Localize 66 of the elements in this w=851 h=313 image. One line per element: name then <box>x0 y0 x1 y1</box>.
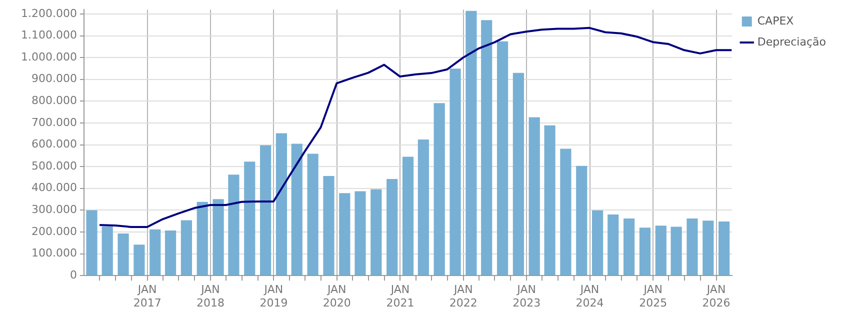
y-tick-label: 600.000 <box>31 138 77 151</box>
bar <box>544 125 556 276</box>
bar <box>702 220 714 276</box>
bar <box>323 176 334 276</box>
bar <box>196 202 208 276</box>
bar <box>512 72 524 276</box>
y-tick-label: 200.000 <box>31 224 77 238</box>
bar <box>450 68 461 276</box>
x-tick-label: JAN 2026 <box>702 283 730 310</box>
bar <box>466 10 477 276</box>
x-tick-label: JAN 2021 <box>386 283 414 310</box>
bar <box>670 226 682 276</box>
x-tick-label: JAN 2023 <box>512 283 541 310</box>
bar <box>386 179 398 276</box>
bar <box>307 154 318 276</box>
bar <box>180 220 192 276</box>
bar <box>481 20 492 276</box>
x-tick-label: JAN 2024 <box>576 283 604 310</box>
bar <box>212 199 224 276</box>
y-tick-label: 700.000 <box>31 116 77 129</box>
bar <box>291 144 302 276</box>
y-tick-label: 1.100.000 <box>21 28 77 42</box>
x-tick-label: JAN 2020 <box>322 283 351 310</box>
legend-label: Depreciação <box>757 35 826 48</box>
bar <box>496 41 508 276</box>
y-tick-label: 100.000 <box>31 246 77 260</box>
bar <box>134 244 145 276</box>
bar <box>560 148 572 276</box>
y-tick-label: 500.000 <box>31 159 77 172</box>
bar <box>528 117 540 276</box>
bar <box>718 222 730 276</box>
legend-label: CAPEX <box>757 14 794 28</box>
x-tick-label: JAN 2019 <box>260 283 288 310</box>
bar <box>276 133 288 276</box>
y-tick-label: 1.000.000 <box>21 50 77 64</box>
bar <box>86 210 98 276</box>
y-tick-label: 400.000 <box>31 181 77 194</box>
bar <box>339 193 350 276</box>
y-tick-label: 300.000 <box>31 203 77 216</box>
bar <box>608 214 619 276</box>
bar <box>244 162 256 276</box>
bar <box>592 210 604 276</box>
y-tick-label: 900.000 <box>31 72 77 86</box>
bar <box>370 189 382 276</box>
bar <box>118 234 129 276</box>
bar <box>102 226 113 276</box>
bar <box>418 140 429 276</box>
y-tick-label: 800.000 <box>31 94 77 108</box>
bar <box>164 230 176 276</box>
bar <box>576 166 588 276</box>
x-tick-label: JAN 2018 <box>196 283 225 310</box>
y-tick-label: 1.200.000 <box>21 6 77 20</box>
bar <box>150 229 161 276</box>
bar <box>434 103 445 276</box>
y-tick-label: 0 <box>70 268 77 282</box>
x-tick-label: JAN 2022 <box>449 283 478 310</box>
x-tick-label: JAN 2025 <box>639 283 668 310</box>
bar <box>402 156 414 276</box>
bar <box>639 228 651 276</box>
bar <box>260 145 272 276</box>
bar <box>686 218 698 276</box>
bar <box>655 226 666 276</box>
x-tick-label: JAN 2017 <box>133 283 162 310</box>
bar <box>354 191 366 276</box>
bar <box>228 174 240 276</box>
bar <box>624 218 635 276</box>
